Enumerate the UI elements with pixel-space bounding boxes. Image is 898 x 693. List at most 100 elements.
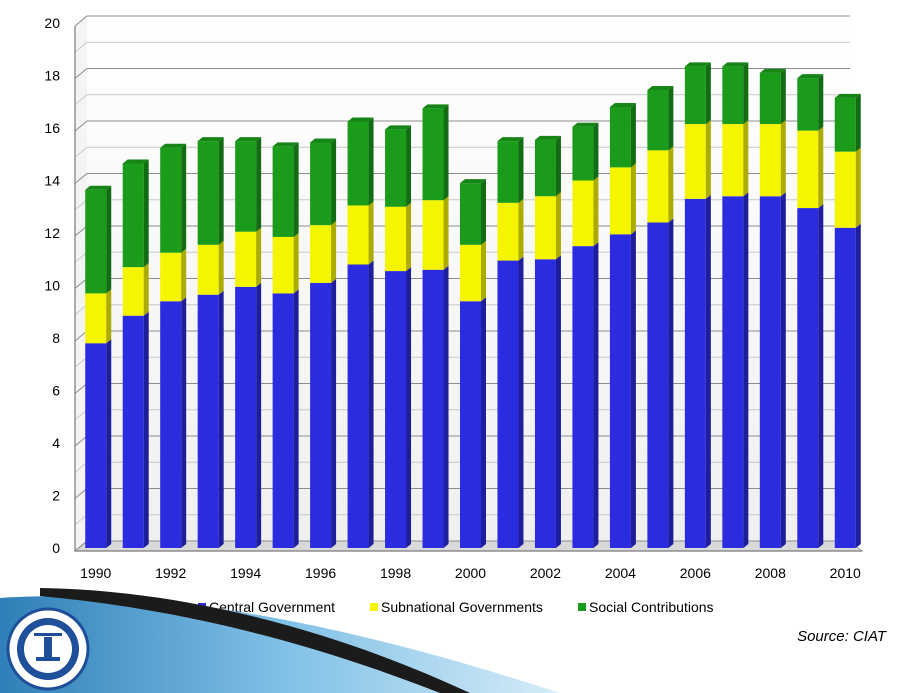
x-tick-label: 2002 <box>530 565 561 581</box>
bar-segment-2009-central-government <box>797 204 824 548</box>
legend-label: Social Contributions <box>589 599 714 615</box>
bar-segment-2008-subnational-governments <box>759 120 786 197</box>
source-note: Source: CIAT <box>797 628 886 645</box>
bar-segment-1993-central-government <box>197 290 224 548</box>
bar-segment-2005-social-contributions <box>647 85 674 151</box>
bar-segment-1999-social-contributions <box>422 104 449 201</box>
y-tick-label: 14 <box>44 173 60 189</box>
bar-segment-1990-social-contributions <box>85 185 112 294</box>
y-tick-label: 8 <box>52 330 60 346</box>
bar-segment-2000-subnational-governments <box>460 240 486 302</box>
bar-segment-2003-subnational-governments <box>572 176 599 247</box>
gridline-minor <box>74 41 850 53</box>
gridline-minor <box>74 94 850 106</box>
bar-segment-1991-central-government <box>122 311 149 548</box>
x-tick-label: 2010 <box>830 565 861 581</box>
bar-segment-1998-central-government <box>385 267 412 548</box>
y-axis-ticks: 0 2 4 6 8 10 12 14 16 18 20 <box>44 15 60 556</box>
bar-segment-1994-social-contributions <box>235 137 262 232</box>
bar-segment-2004-social-contributions <box>609 103 636 168</box>
legend-swatch <box>578 603 586 611</box>
legend-item-social-contributions: Social Contributions <box>578 599 714 615</box>
bar-segment-1994-central-government <box>235 282 262 548</box>
bar-segment-1993-subnational-governments <box>197 240 224 295</box>
bar-segment-2006-subnational-governments <box>684 120 711 199</box>
bar-segment-1997-central-government <box>347 260 374 548</box>
bar-segment-1992-subnational-governments <box>160 248 187 302</box>
bar-segment-1997-social-contributions <box>347 117 374 206</box>
gridline-major <box>74 15 850 27</box>
y-tick-label: 12 <box>44 225 60 241</box>
bar-segment-2002-subnational-governments <box>534 192 561 260</box>
bar-segment-2005-central-government <box>647 218 674 548</box>
legend-label: Central Government <box>209 599 335 615</box>
bar-segment-2004-subnational-governments <box>609 163 636 235</box>
x-tick-label: 1998 <box>380 565 411 581</box>
bar-segment-2010-central-government <box>834 223 861 548</box>
bar-segment-2001-subnational-governments <box>497 198 524 261</box>
bar-segment-2001-social-contributions <box>497 137 524 203</box>
bars <box>85 62 861 548</box>
x-tick-label: 2000 <box>455 565 486 581</box>
bar-segment-1994-subnational-governments <box>235 227 262 287</box>
bar-segment-1990-central-government <box>85 339 112 548</box>
bar-segment-1992-central-government <box>160 297 187 548</box>
gridline-major <box>74 120 850 132</box>
x-axis-ticks: 1990 1992 1994 1996 1998 2000 2002 2004 2006 2008… <box>80 565 861 581</box>
bar-segment-2003-central-government <box>572 242 599 548</box>
bar-segment-2010-social-contributions <box>834 93 861 152</box>
bar-segment-1996-subnational-governments <box>310 221 337 283</box>
bar-segment-2009-social-contributions <box>797 74 824 131</box>
bar-segment-2008-central-government <box>759 192 786 548</box>
bar-segment-1998-subnational-governments <box>385 202 412 272</box>
x-tick-label: 1996 <box>305 565 336 581</box>
y-tick-label: 20 <box>44 15 60 31</box>
x-tick-label: 2008 <box>755 565 786 581</box>
legend-item-subnational-governments: Subnational Governments <box>370 599 543 615</box>
bar-segment-2000-central-government <box>460 297 486 548</box>
gridline-major <box>74 68 850 79</box>
decorative-swoosh <box>0 588 560 693</box>
x-tick-label: 1992 <box>155 565 186 581</box>
bar-segment-2007-social-contributions <box>722 62 749 125</box>
bar-segment-2001-central-government <box>497 256 524 548</box>
axes <box>74 26 862 552</box>
bar-segment-1999-central-government <box>422 265 449 548</box>
bar-segment-1999-subnational-governments <box>422 196 449 270</box>
bar-segment-1991-social-contributions <box>122 159 149 268</box>
y-tick-label: 2 <box>52 488 60 504</box>
y-tick-label: 16 <box>44 120 60 136</box>
legend-swatch <box>370 603 378 611</box>
bar-segment-2010-subnational-governments <box>834 147 861 228</box>
bar-segment-2003-social-contributions <box>572 122 599 181</box>
bar-segment-1997-subnational-governments <box>347 201 374 265</box>
bar-segment-2002-central-government <box>534 255 561 548</box>
bar-segment-2007-subnational-governments <box>722 120 749 197</box>
y-tick-label: 4 <box>52 435 60 451</box>
bar-segment-2000-social-contributions <box>460 179 486 245</box>
bar-segment-2004-central-government <box>609 230 636 548</box>
bar-segment-1995-social-contributions <box>272 142 299 237</box>
bar-segment-1995-central-government <box>272 289 299 548</box>
bar-segment-2007-central-government <box>722 192 749 548</box>
bar-segment-1992-social-contributions <box>160 143 187 253</box>
ciat-seal-logo <box>6 607 90 691</box>
y-tick-label: 18 <box>44 68 60 84</box>
y-tick-label: 10 <box>44 278 60 294</box>
bar-segment-2006-social-contributions <box>684 62 711 125</box>
x-tick-label: 2006 <box>680 565 711 581</box>
legend-label: Subnational Governments <box>381 599 543 615</box>
bar-segment-1996-social-contributions <box>310 138 337 226</box>
bar-segment-1996-central-government <box>310 278 337 548</box>
bar-segment-2005-subnational-governments <box>647 146 674 223</box>
x-tick-label: 1990 <box>80 565 111 581</box>
bar-segment-2009-subnational-governments <box>797 126 824 209</box>
x-tick-label: 2004 <box>605 565 636 581</box>
x-tick-label: 1994 <box>230 565 261 581</box>
bar-segment-1998-social-contributions <box>385 125 412 207</box>
bar-segment-1991-subnational-governments <box>122 263 149 316</box>
y-tick-label: 6 <box>52 383 60 399</box>
bar-segment-1995-subnational-governments <box>272 232 299 294</box>
legend: Central Government Subnational Government… <box>198 599 714 615</box>
